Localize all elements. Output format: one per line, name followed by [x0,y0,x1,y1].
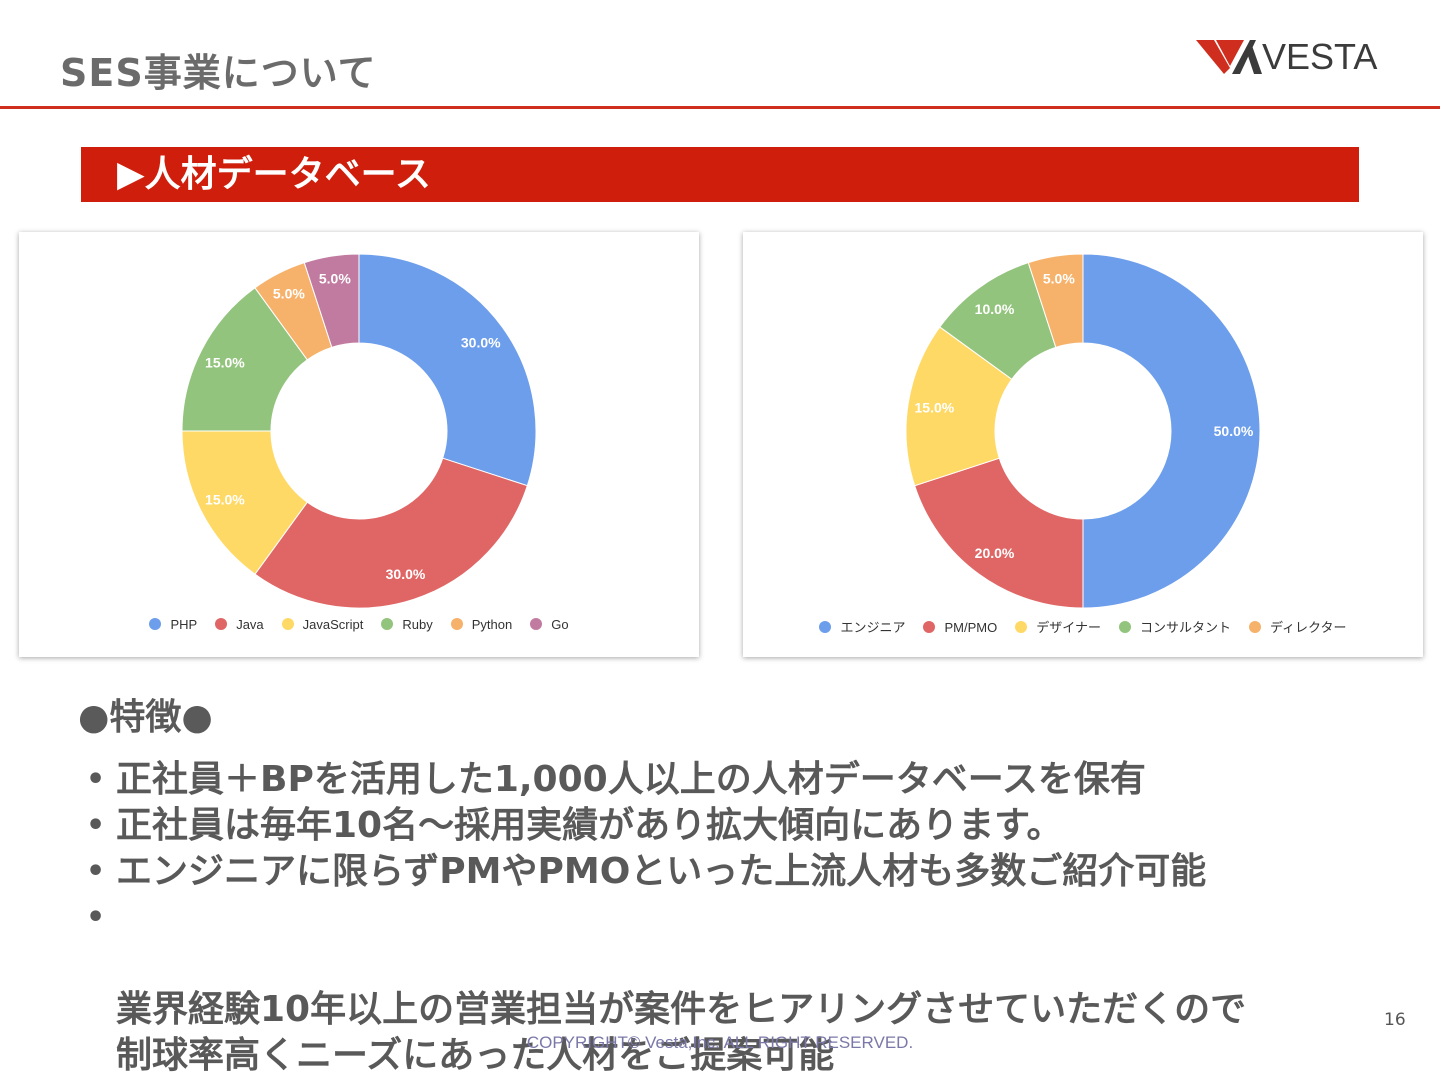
legend-item: Go [530,617,569,632]
skills-chart-card: 30.0% 30.0% 15.0% 15.0% 5.0% 5.0% PHP Java Java… [19,232,699,657]
slice-label: 15.0% [915,399,955,415]
legend-swatch [381,618,394,630]
section-title: ▶人材データベース [117,154,431,195]
legend-swatch [450,618,463,630]
slice-ディレクター [1027,253,1084,348]
logo-text: VESTA [1262,36,1378,77]
feature-text: エンジニアに限らずPMやPMOといった上流人材も多数ご紹介可能 [116,851,1207,892]
page-number: 16 [1384,1010,1406,1030]
roles-chart-legend: エンジニア PM/PMO デザイナー コンサルタント ディレクター [743,617,1423,636]
copyright-notice: COPYRIGHT© Vesta,Inc. ALL RIGHT RESERVED… [526,1033,914,1052]
bullet-dot: • [86,854,106,889]
bullet-dot: • [86,900,106,935]
feature-text: 正社員＋BPを活用した1,000人以上の人材データベースを保有 [116,759,1146,800]
legend-item: ディレクター [1248,617,1347,636]
legend-swatch [281,618,294,630]
features-list: • 正社員＋BPを活用した1,000人以上の人材データベースを保有 • 正社員は… [82,757,1402,1079]
legend-item: Ruby [381,617,433,632]
legend-label: Python [471,617,513,632]
vesta-logo [1196,40,1262,74]
legend-label: デザイナー [1036,620,1101,635]
legend-label: JavaScript [302,617,364,632]
skills-donut-chart: 30.0% 30.0% 15.0% 15.0% 5.0% 5.0% [181,253,537,609]
legend-label: PM/PMO [944,620,998,635]
bullet-dot: • [86,808,106,843]
legend-swatch [1015,621,1028,633]
legend-swatch [215,618,228,630]
legend-item: JavaScript [281,617,364,632]
slice-Go [303,253,360,348]
legend-item: デザイナー [1015,617,1101,636]
legend-swatch [1248,621,1261,633]
slice-label: 30.0% [386,566,426,582]
skills-chart-legend: PHP Java JavaScript Ruby Python Go [19,617,699,632]
legend-label: エンジニア [840,620,906,635]
slice-label: 5.0% [319,270,351,286]
slice-label: 5.0% [1043,270,1075,286]
feature-item: • エンジニアに限らずPMやPMOといった上流人材も多数ご紹介可能 [82,849,1402,895]
slice-label: 10.0% [975,301,1015,317]
slice-デザイナー [905,326,1013,487]
legend-label: Ruby [402,617,433,632]
page-title: SES事業について [60,51,377,95]
feature-text: 正社員は毎年10名～採用実績があり拡大傾向にあります。 [116,805,1063,846]
legend-label: ディレクター [1269,620,1347,635]
slice-label: 50.0% [1214,423,1254,439]
feature-item: • 正社員＋BPを活用した1,000人以上の人材データベースを保有 [82,757,1402,803]
legend-swatch [923,621,936,633]
slice-Java [254,457,528,609]
slice-JavaScript [181,430,308,575]
legend-item: PHP [149,617,197,632]
feature-item: • 業界経験10年以上の営業担当が案件をヒアリングさせていただくので 制球率高く… [82,895,1402,1079]
legend-swatch [819,621,832,633]
slice-label: 15.0% [205,355,245,371]
section-header: ▶人材データベース [81,147,1359,202]
legend-item: コンサルタント [1118,617,1231,636]
legend-item: エンジニア [819,617,905,636]
slice-label: 5.0% [273,285,305,301]
slice-エンジニア [1082,253,1261,609]
legend-swatch [1118,621,1131,633]
feature-text: 業界経験10年以上の営業担当が案件をヒアリングさせていただくので 制球率高くニー… [116,989,1247,1076]
slice-PHP [358,253,537,487]
legend-label: Java [236,617,264,632]
legend-item: PM/PMO [923,620,997,635]
slice-label: 30.0% [461,335,501,351]
slice-PM/PMO [914,457,1084,609]
slice-Ruby [181,287,308,432]
feature-item: • 正社員は毎年10名～採用実績があり拡大傾向にあります。 [82,803,1402,849]
legend-swatch [149,618,162,630]
roles-donut-chart: 50.0% 20.0% 15.0% 10.0% 5.0% [905,253,1261,609]
legend-label: Go [551,617,569,632]
features-heading: ●特徴● [78,697,213,738]
slice-label: 15.0% [205,491,245,507]
title-divider [0,106,1440,109]
legend-item: Python [450,617,513,632]
legend-item: Java [215,617,264,632]
legend-swatch [530,618,543,630]
legend-label: PHP [170,617,198,632]
bullet-dot: • [86,762,106,797]
roles-chart-card: 50.0% 20.0% 15.0% 10.0% 5.0% エンジニア PM/PMO デザイナ… [743,232,1423,657]
legend-label: コンサルタント [1139,620,1231,635]
slice-label: 20.0% [975,545,1015,561]
